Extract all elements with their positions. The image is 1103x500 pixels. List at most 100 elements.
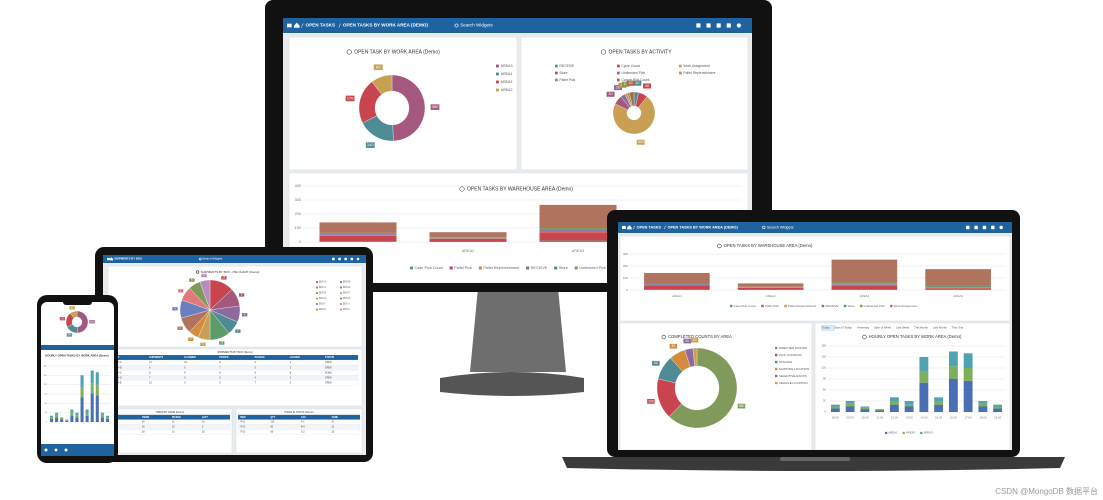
table-cell: 5 <box>255 366 257 369</box>
bar-segment <box>831 259 898 283</box>
legend-swatch <box>316 286 318 289</box>
data-label: 8 <box>244 313 246 316</box>
toolbar-icon[interactable] <box>726 23 731 28</box>
toolbar-icon[interactable] <box>356 257 360 261</box>
widget-title: COMPLETED COUNTS BY AREA <box>668 334 732 339</box>
toolbar-icon[interactable] <box>696 23 701 28</box>
range-tab[interactable]: This Month <box>914 326 928 330</box>
breadcrumb-item: OPEN TASKS <box>637 226 662 230</box>
title-icon <box>717 243 722 249</box>
range-tab[interactable]: Yesterday <box>857 326 870 330</box>
toolbar-icon[interactable] <box>974 225 978 230</box>
bar-segment <box>904 406 914 412</box>
toolbar-icon[interactable] <box>966 225 970 230</box>
x-tick-label: 08:00 <box>832 416 839 420</box>
search-box[interactable]: Search Widgets <box>767 226 794 230</box>
toolbar-icon[interactable] <box>991 225 995 230</box>
title-icon <box>862 334 867 340</box>
bar-segment <box>925 287 991 288</box>
legend-label: BOX-H <box>343 298 351 300</box>
data-label: 20 <box>616 86 620 90</box>
home-icon <box>294 22 300 28</box>
table-cell: OPEN <box>325 361 332 364</box>
title-icon <box>661 334 667 340</box>
data-label: 380 <box>432 104 439 109</box>
table-cell: Z2 <box>332 427 335 429</box>
bar-segment <box>319 233 397 235</box>
table-header <box>238 414 360 420</box>
tab-active-bg <box>821 325 835 331</box>
title-icon <box>346 49 352 55</box>
range-tab[interactable]: Last Week <box>896 326 910 330</box>
bar-segment <box>539 229 617 231</box>
nav-icon[interactable] <box>64 448 68 452</box>
bar-segment <box>55 412 59 415</box>
legend-swatch <box>340 281 342 283</box>
breadcrumb-item: OPEN TASKS <box>306 23 336 28</box>
search-box[interactable]: Search Widgets <box>460 23 493 28</box>
bar-segment <box>80 397 84 422</box>
legend-label: STAGING <box>779 360 793 364</box>
legend-swatch <box>555 78 558 82</box>
bar-segment <box>90 383 94 394</box>
column-header: LOADED <box>290 356 300 359</box>
bar-segment <box>95 395 99 422</box>
data-label-box <box>242 313 248 317</box>
bar-segment <box>993 406 1003 409</box>
legend-label: Store <box>847 304 855 308</box>
y-tick-label: 180 <box>821 344 826 348</box>
bar-segment <box>539 204 617 228</box>
bar-segment <box>934 401 944 405</box>
y-tick-label: 200 <box>295 212 301 216</box>
toolbar-icon[interactable] <box>706 23 711 28</box>
bar-segment <box>539 228 617 230</box>
table-cell: 8 <box>219 371 221 374</box>
table-title: ITEMS BY ZONE (Demo) <box>156 411 185 414</box>
table-cell: 8 <box>184 371 186 374</box>
bar-segment <box>429 232 507 238</box>
donut-slice <box>391 74 426 142</box>
toolbar-icon[interactable] <box>344 257 347 261</box>
legend-swatch <box>526 266 530 270</box>
table-cell: 4 <box>290 361 292 364</box>
range-tab[interactable]: Today <box>822 326 830 330</box>
range-tab[interactable]: Last Month <box>933 326 947 330</box>
bar-segment <box>70 409 74 413</box>
legend-label: Pallet Pick <box>559 78 575 82</box>
bar-segment <box>95 384 99 396</box>
bar-segment <box>963 353 973 368</box>
column-header: PICKED <box>172 417 181 419</box>
data-label-box <box>201 273 207 278</box>
table-cell: 10 <box>149 381 152 384</box>
toolbar-icon[interactable] <box>736 23 741 28</box>
toolbar-icon[interactable] <box>982 225 987 230</box>
bar-segment <box>80 375 84 388</box>
range-tab[interactable]: Start of Today <box>834 326 852 330</box>
monitor-neck <box>470 288 566 372</box>
toolbar-icon[interactable] <box>350 257 354 261</box>
toolbar-icon[interactable] <box>716 23 721 28</box>
data-label-box <box>647 399 655 404</box>
toolbar-icon[interactable] <box>338 257 341 261</box>
nav-icon[interactable] <box>44 448 48 452</box>
y-tick-label: 120 <box>43 384 47 386</box>
column-header: ITEM <box>240 417 246 419</box>
toolbar-icon[interactable] <box>332 257 335 261</box>
nav-icon[interactable] <box>54 448 58 452</box>
widget-panel <box>619 322 813 450</box>
bar-segment <box>429 237 507 238</box>
data-label: 80 <box>71 306 74 309</box>
range-tab[interactable]: Start of Week <box>874 326 891 330</box>
table-row <box>237 419 361 425</box>
range-tab[interactable]: This Year <box>952 326 964 330</box>
breadcrumb-item: OPEN TASKS BY WORK AREA (DEMO) <box>667 226 738 230</box>
header-bar <box>103 255 366 263</box>
toolbar-icon[interactable] <box>999 225 1003 230</box>
x-tick-label: 17:00 <box>965 416 972 420</box>
bar-segment <box>845 406 855 412</box>
data-label: 8 <box>179 327 181 330</box>
data-label-box <box>177 326 183 330</box>
search-box[interactable]: Search Widgets <box>203 257 223 261</box>
bar-segment <box>831 282 898 284</box>
